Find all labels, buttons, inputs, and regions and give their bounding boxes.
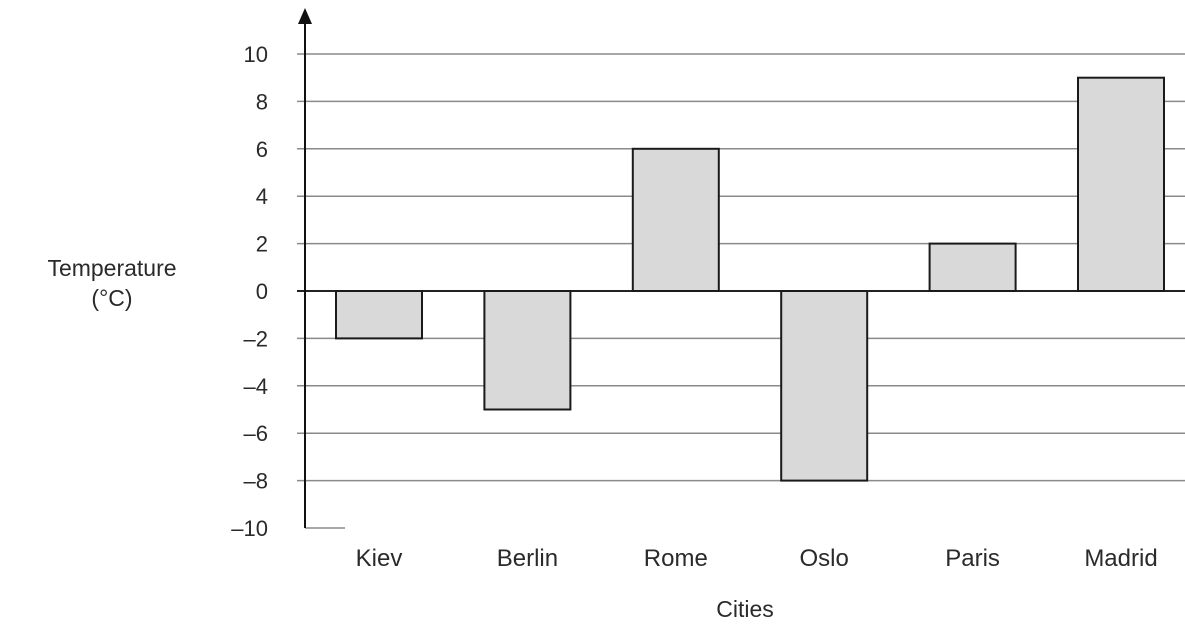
x-category-labels: Kiev Berlin Rome Oslo Paris Madrid (356, 545, 1158, 572)
y-tick-label: 10 (244, 42, 268, 67)
x-category-label-oslo: Oslo (800, 545, 849, 572)
y-tick-label: –4 (244, 374, 268, 399)
x-category-label-paris: Paris (945, 545, 1000, 572)
y-tick-label: 6 (256, 137, 268, 162)
y-tick-label: –10 (231, 516, 268, 541)
y-axis (298, 8, 312, 528)
x-category-label-berlin: Berlin (497, 545, 558, 572)
y-tick-label: 4 (256, 184, 268, 209)
bar-paris (928, 242, 1017, 293)
y-axis-arrow (298, 8, 312, 24)
y-tick-label: 0 (256, 279, 268, 304)
x-category-label-rome: Rome (644, 545, 708, 572)
bar-berlin (483, 290, 572, 411)
y-tick-label: 8 (256, 89, 268, 114)
y-axis-title-line-2: (°C) (91, 285, 132, 311)
x-category-label-kiev: Kiev (356, 545, 403, 572)
y-tick-label: –8 (244, 469, 268, 494)
gridlines (297, 53, 1185, 529)
y-tick-label: –2 (244, 326, 268, 351)
bar-oslo (780, 290, 869, 482)
y-tick-label: 2 (256, 232, 268, 257)
y-axis-title-line-1: Temperature (47, 255, 176, 281)
y-tick-label: –6 (244, 421, 268, 446)
bars (335, 76, 1165, 482)
bar-rome (631, 147, 720, 292)
y-tick-labels: 10 8 6 4 2 0 –2 –4 –6 –8 –10 (231, 42, 268, 541)
bar-kiev (335, 290, 423, 340)
bar-madrid (1077, 76, 1165, 292)
x-axis-title: Cities (716, 596, 774, 622)
x-category-label-madrid: Madrid (1084, 545, 1157, 572)
